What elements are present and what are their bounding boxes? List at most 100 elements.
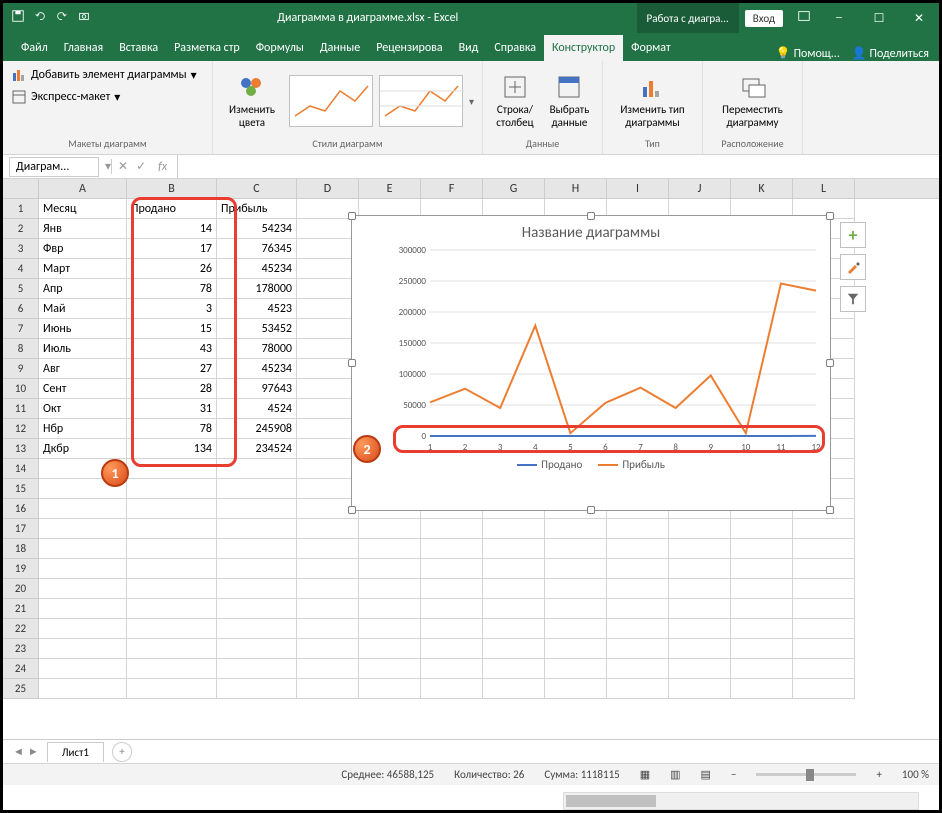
- cell[interactable]: [731, 559, 793, 579]
- cell[interactable]: [483, 619, 545, 639]
- maximize-button[interactable]: ☐: [859, 3, 899, 33]
- cell[interactable]: [545, 559, 607, 579]
- chart-object[interactable]: Название диаграммы 050000100000150000200…: [351, 215, 831, 511]
- select-all-corner[interactable]: [3, 179, 39, 198]
- cell[interactable]: [297, 339, 359, 359]
- cell[interactable]: [669, 679, 731, 699]
- styles-more-icon[interactable]: ▾: [469, 95, 474, 108]
- row-header-16[interactable]: 16: [3, 499, 39, 519]
- cell[interactable]: Нбр: [39, 419, 127, 439]
- cell[interactable]: [297, 659, 359, 679]
- row-header-9[interactable]: 9: [3, 359, 39, 379]
- fx-icon[interactable]: fx: [154, 160, 171, 174]
- cell[interactable]: [669, 519, 731, 539]
- view-layout-icon[interactable]: ▥: [670, 768, 680, 781]
- row-header-20[interactable]: 20: [3, 579, 39, 599]
- cell[interactable]: [39, 499, 127, 519]
- row-header-6[interactable]: 6: [3, 299, 39, 319]
- redo-icon[interactable]: [55, 9, 69, 27]
- col-header-b[interactable]: B: [127, 179, 217, 198]
- cell[interactable]: [793, 579, 855, 599]
- switch-rowcol-button[interactable]: Строка/ столбец: [491, 71, 539, 131]
- cell[interactable]: [127, 619, 217, 639]
- cell[interactable]: [297, 279, 359, 299]
- row-header-12[interactable]: 12: [3, 419, 39, 439]
- cell[interactable]: Сент: [39, 379, 127, 399]
- legend-series-2[interactable]: Прибыль: [598, 458, 665, 471]
- cell[interactable]: [359, 679, 421, 699]
- cell[interactable]: [217, 499, 297, 519]
- cell[interactable]: [731, 539, 793, 559]
- cell[interactable]: [297, 519, 359, 539]
- row-header-21[interactable]: 21: [3, 599, 39, 619]
- tab-format[interactable]: Формат: [623, 35, 678, 61]
- cell[interactable]: [39, 659, 127, 679]
- cell[interactable]: 234524: [217, 439, 297, 459]
- cell[interactable]: [359, 659, 421, 679]
- cell[interactable]: 76345: [217, 239, 297, 259]
- cell[interactable]: [421, 639, 483, 659]
- cell[interactable]: [127, 679, 217, 699]
- cell[interactable]: [297, 399, 359, 419]
- zoom-level[interactable]: 100 %: [902, 768, 929, 781]
- cell[interactable]: Авг: [39, 359, 127, 379]
- cell[interactable]: [607, 679, 669, 699]
- row-header-23[interactable]: 23: [3, 639, 39, 659]
- accept-formula-icon[interactable]: ✓: [136, 159, 146, 174]
- select-data-button[interactable]: Выбрать данные: [545, 71, 594, 131]
- col-header-h[interactable]: H: [545, 179, 607, 198]
- cell[interactable]: [731, 579, 793, 599]
- cell[interactable]: [297, 679, 359, 699]
- row-header-22[interactable]: 22: [3, 619, 39, 639]
- col-header-c[interactable]: C: [217, 179, 297, 198]
- cell[interactable]: 15: [127, 319, 217, 339]
- cell[interactable]: Дкбр: [39, 439, 127, 459]
- cell[interactable]: [39, 679, 127, 699]
- cell[interactable]: [793, 619, 855, 639]
- cell[interactable]: [297, 559, 359, 579]
- chart-title[interactable]: Название диаграммы: [352, 216, 830, 244]
- cell[interactable]: [39, 559, 127, 579]
- cell[interactable]: [545, 679, 607, 699]
- add-chart-element-button[interactable]: Добавить элемент диаграммы ▾: [11, 65, 197, 85]
- cell[interactable]: [793, 519, 855, 539]
- row-header-15[interactable]: 15: [3, 479, 39, 499]
- cell[interactable]: [731, 659, 793, 679]
- tab-insert[interactable]: Вставка: [111, 35, 166, 61]
- cell[interactable]: [793, 539, 855, 559]
- view-normal-icon[interactable]: ▦: [640, 768, 650, 781]
- cell[interactable]: [607, 559, 669, 579]
- cell[interactable]: 17: [127, 239, 217, 259]
- cell[interactable]: [297, 579, 359, 599]
- cell[interactable]: Окт: [39, 399, 127, 419]
- cell[interactable]: [297, 599, 359, 619]
- cell[interactable]: [483, 579, 545, 599]
- cell[interactable]: [359, 519, 421, 539]
- tab-view[interactable]: Вид: [451, 35, 487, 61]
- cell[interactable]: [669, 599, 731, 619]
- cell[interactable]: [39, 599, 127, 619]
- cell[interactable]: [297, 639, 359, 659]
- cell[interactable]: [669, 579, 731, 599]
- cell[interactable]: [127, 459, 217, 479]
- cell[interactable]: [793, 679, 855, 699]
- row-header-10[interactable]: 10: [3, 379, 39, 399]
- cell[interactable]: Прибыль: [217, 199, 297, 219]
- row-header-18[interactable]: 18: [3, 539, 39, 559]
- chart-legend[interactable]: Продано Прибыль: [352, 454, 830, 471]
- cell[interactable]: [359, 539, 421, 559]
- cell[interactable]: [483, 599, 545, 619]
- cell[interactable]: [545, 639, 607, 659]
- cell[interactable]: [607, 579, 669, 599]
- cell[interactable]: [217, 659, 297, 679]
- undo-icon[interactable]: [33, 9, 47, 27]
- change-chart-type-button[interactable]: Изменить тип диаграммы: [611, 71, 694, 131]
- cell[interactable]: [731, 519, 793, 539]
- cell[interactable]: [421, 559, 483, 579]
- cell[interactable]: [39, 539, 127, 559]
- share-button[interactable]: 👤 Поделиться: [852, 46, 929, 61]
- cell[interactable]: [39, 639, 127, 659]
- cell[interactable]: 43: [127, 339, 217, 359]
- tab-layout[interactable]: Разметка стр: [166, 35, 248, 61]
- col-header-j[interactable]: J: [669, 179, 731, 198]
